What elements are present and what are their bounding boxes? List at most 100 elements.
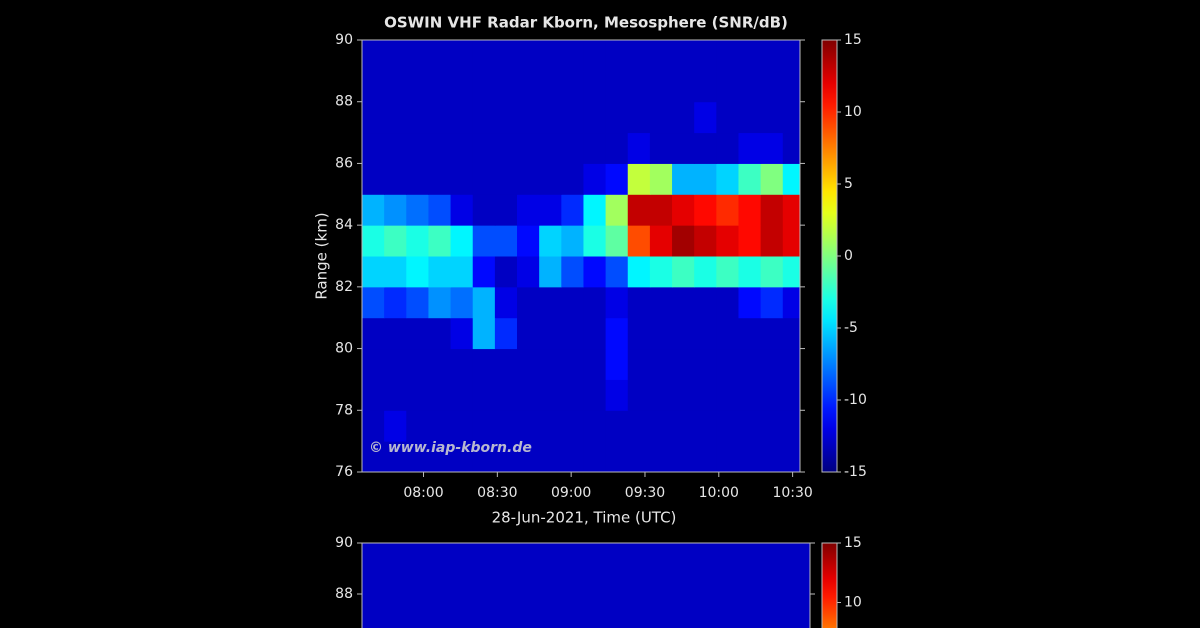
heatmap-cell <box>738 132 762 164</box>
heatmap-cell <box>539 286 562 319</box>
heatmap-cell <box>760 194 784 226</box>
heatmap-cell <box>406 132 429 164</box>
heatmap-cell <box>384 410 407 442</box>
heatmap-cell <box>561 348 584 380</box>
y-tick-label: 90 <box>335 32 353 48</box>
heatmap-cell <box>782 410 801 442</box>
y-tick-label: 84 <box>335 217 353 233</box>
heatmap-cell <box>605 410 629 442</box>
colorbar-tick-label: 10 <box>844 104 862 120</box>
heatmap-cell <box>672 132 695 164</box>
heatmap-cell <box>694 256 717 288</box>
heatmap-cell <box>583 70 607 103</box>
heatmap-cell <box>627 225 651 257</box>
heatmap-cell <box>384 286 407 319</box>
heatmap-cell <box>716 70 739 103</box>
heatmap-cell <box>694 132 717 164</box>
heatmap-cell <box>472 317 496 350</box>
y-tick-label: 88 <box>335 586 353 602</box>
heatmap-cell <box>694 225 717 257</box>
heatmap-cell <box>494 132 518 164</box>
heatmap-cell <box>561 286 584 319</box>
heatmap-cell <box>605 70 629 103</box>
heatmap-cell <box>649 441 673 473</box>
heatmap-cell <box>649 348 673 380</box>
heatmap-cell <box>716 317 739 350</box>
heatmap-cell <box>672 286 695 319</box>
heatmap-cell <box>450 410 474 442</box>
heatmap-cell <box>760 40 784 72</box>
heatmap-cell <box>583 132 607 164</box>
heatmap-cell <box>716 410 739 442</box>
heatmap-cell <box>782 163 801 195</box>
x-tick-label: 09:30 <box>625 485 665 501</box>
heatmap-cell <box>649 256 673 288</box>
heatmap-cell <box>694 410 717 442</box>
colorbar-tick-label: 5 <box>844 176 853 192</box>
heatmap-cell <box>517 286 540 319</box>
heatmap-cell <box>716 441 739 473</box>
heatmap-cell <box>694 194 717 226</box>
heatmap-cell <box>539 256 562 288</box>
heatmap-cell <box>561 225 584 257</box>
heatmap-cell <box>605 225 629 257</box>
heatmap-cell <box>561 101 584 134</box>
colorbar-tick-label: 15 <box>844 535 862 551</box>
heatmap-cell <box>399 543 438 595</box>
heatmap-cell <box>362 70 385 103</box>
heatmap-cell <box>428 379 452 411</box>
colorbar-tick-label: -5 <box>844 320 858 336</box>
heatmap-cell <box>716 163 739 195</box>
heatmap-cell <box>583 40 607 72</box>
heatmap-cell <box>760 317 784 350</box>
heatmap-cell <box>517 194 540 226</box>
heatmap-cell <box>694 348 717 380</box>
y-tick-label: 86 <box>335 155 353 171</box>
heatmap-cell <box>586 543 624 595</box>
heatmap-cell <box>517 379 540 411</box>
heatmap-cell <box>517 441 540 473</box>
heatmap-cell <box>694 163 717 195</box>
heatmap-cell <box>782 132 801 164</box>
heatmap-cell <box>627 379 651 411</box>
heatmap-cell <box>539 348 562 380</box>
heatmap-cell <box>627 40 651 72</box>
heatmap-cell <box>738 225 762 257</box>
heatmap-cell <box>474 594 512 628</box>
heatmap-cell <box>738 317 762 350</box>
heatmap-cell <box>517 101 540 134</box>
colorbar-tick-label: 15 <box>844 32 862 48</box>
heatmap-cell <box>450 286 474 319</box>
heatmap-cell <box>472 441 496 473</box>
heatmap-cell <box>428 286 452 319</box>
heatmap-cell <box>539 410 562 442</box>
heatmap-cell <box>406 441 429 473</box>
x-tick-label: 10:30 <box>772 485 812 501</box>
heatmap-cell <box>406 40 429 72</box>
heatmap-cell <box>760 225 784 257</box>
heatmap-cell <box>539 194 562 226</box>
heatmap-cell <box>472 40 496 72</box>
heatmap-cell <box>539 101 562 134</box>
heatmap-cell <box>472 163 496 195</box>
heatmap-cell <box>605 194 629 226</box>
heatmap-cell <box>494 410 518 442</box>
x-axis-label: 28-Jun-2021, Time (UTC) <box>492 509 677 527</box>
heatmap-cell <box>494 101 518 134</box>
heatmap-cell <box>511 543 550 595</box>
heatmap-cell <box>539 317 562 350</box>
heatmap-cell <box>583 441 607 473</box>
heatmap-cell <box>384 194 407 226</box>
heatmap-cell <box>627 132 651 164</box>
heatmap-cell <box>738 379 762 411</box>
heatmap-cell <box>760 101 784 134</box>
heatmap-cell <box>716 225 739 257</box>
heatmap-cell <box>782 256 801 288</box>
heatmap-cell <box>605 379 629 411</box>
heatmap-cell <box>627 410 651 442</box>
heatmap-cell <box>428 256 452 288</box>
heatmap-cell <box>672 225 695 257</box>
heatmap-cell <box>450 101 474 134</box>
heatmap-cell <box>583 194 607 226</box>
heatmap-cell <box>561 379 584 411</box>
